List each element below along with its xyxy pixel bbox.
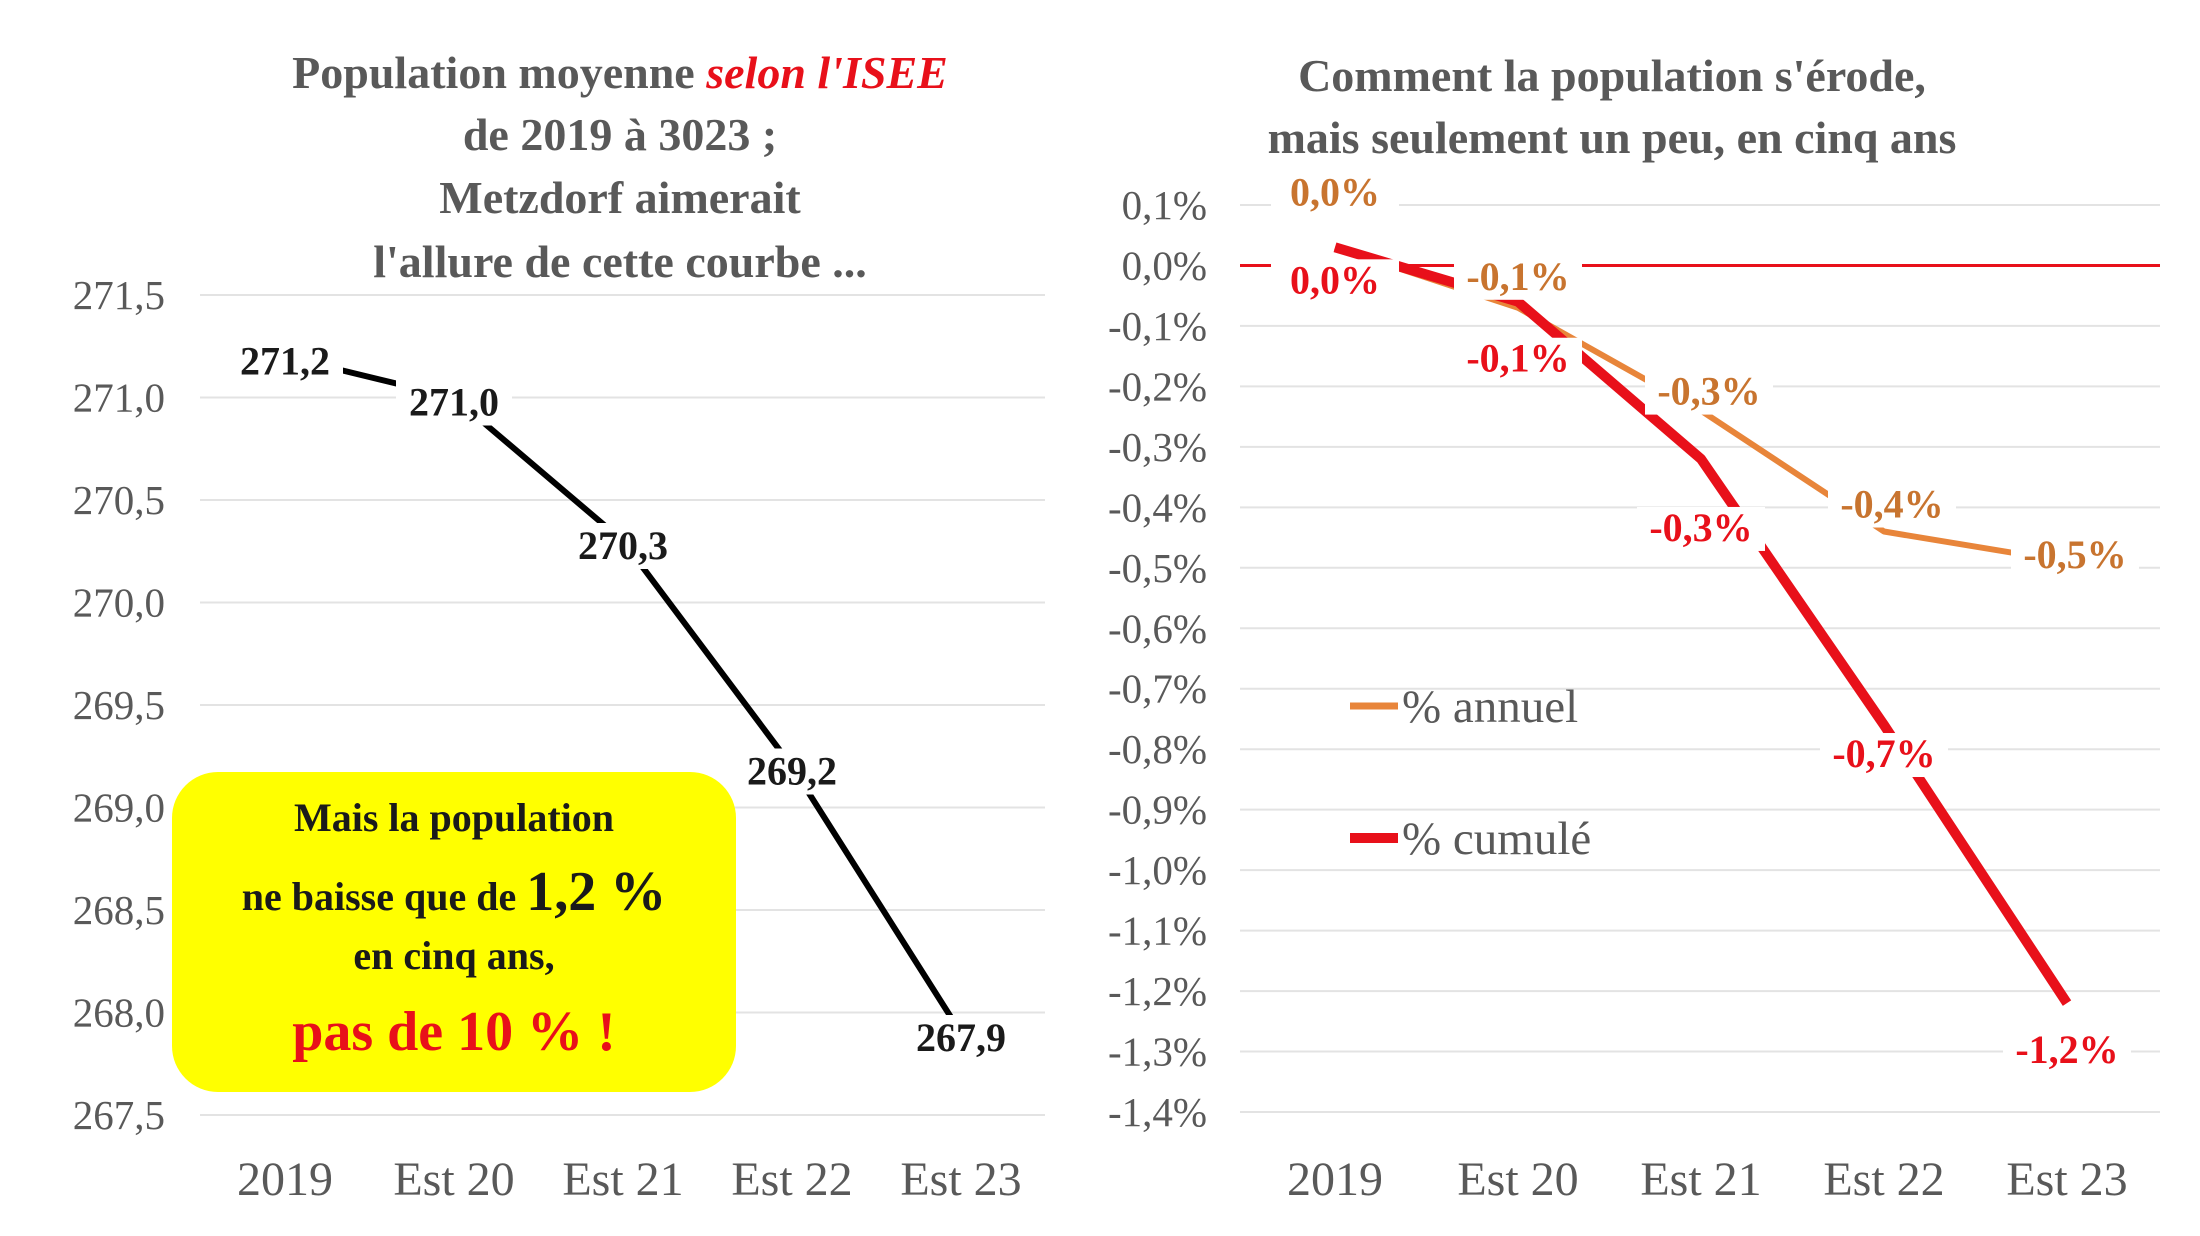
callout-line4: pas de 10 % !: [292, 1001, 616, 1063]
right-title-line1: Comment la population s'érode,: [1298, 50, 1926, 101]
right-data-label-annuel: -0,5%: [2023, 532, 2126, 577]
left-data-label: 271,2: [240, 339, 330, 384]
right-y-tick-label: -0,9%: [1108, 787, 1207, 833]
right-data-label-bg-annuel: [1645, 370, 1773, 415]
left-x-tick-label: Est 22: [731, 1153, 852, 1206]
left-x-tick-label: Est 23: [900, 1153, 1021, 1206]
right-x-tick-label: Est 22: [1823, 1153, 1944, 1206]
callout-line3: en cinq ans,: [353, 933, 555, 978]
left-y-tick-label: 269,5: [73, 682, 165, 728]
right-y-tick-label: -0,1%: [1108, 303, 1207, 349]
right-y-tick-label: 0,0%: [1122, 242, 1207, 288]
right-data-label-bg-annuel: [1271, 171, 1399, 216]
right-y-tick-label: -1,1%: [1108, 908, 1207, 954]
right-data-label-bg-annuel: [2011, 533, 2139, 578]
left-data-label-bg: [565, 523, 681, 569]
left-x-tick-label: Est 20: [393, 1153, 514, 1206]
right-y-tick-label: -0,8%: [1108, 726, 1207, 772]
right-series-line-cumule: [1333, 242, 2072, 1006]
left-y-tick-label: 270,5: [73, 477, 165, 523]
left-y-tick-label: 271,0: [73, 375, 165, 421]
left-data-label: 271,0: [409, 380, 499, 425]
left-y-tick-label: 269,0: [73, 785, 165, 831]
right-chart: 0,1% 0,0% -0,1% -0,2% -0,3% -0,4% -0,5% -0,6% -0…: [1108, 50, 2160, 1206]
right-y-tick-label: -1,4%: [1108, 1089, 1207, 1135]
legend-label-cumule: % cumulé: [1402, 813, 1591, 865]
right-y-tick-label: -0,6%: [1108, 605, 1207, 651]
left-chart: 271,5 271,0 270,5 270,0 269,5 269,0 268,5 268,0…: [73, 47, 1045, 1206]
right-y-tick-label: -0,5%: [1108, 545, 1207, 591]
right-x-tick-label: Est 23: [2006, 1153, 2127, 1206]
callout-line2: ne baisse que de 1,2 %: [172, 860, 736, 924]
legend-label-annuel: % annuel: [1402, 681, 1578, 733]
left-x-tick-label: 2019: [237, 1153, 333, 1206]
right-x-tick-label: Est 20: [1457, 1153, 1578, 1206]
left-title-line4: l'allure de cette courbe ...: [373, 236, 867, 287]
right-data-label-cumule: -0,3%: [1649, 505, 1752, 550]
left-data-label-bg: [734, 748, 850, 795]
right-x-tick-label: Est 21: [1640, 1153, 1761, 1206]
left-data-label: 270,3: [578, 523, 668, 568]
callout-box: Mais la population ne baisse que de 1,2 …: [172, 772, 736, 1092]
right-data-label-annuel: -0,4%: [1840, 482, 1943, 527]
right-y-tick-label: -1,0%: [1108, 847, 1207, 893]
right-data-label-annuel: -0,1%: [1466, 254, 1569, 299]
right-y-tick-label: -0,3%: [1108, 424, 1207, 470]
right-title-line2: mais seulement un peu, en cinq ans: [1268, 112, 1957, 163]
left-data-label: 267,9: [916, 1015, 1006, 1060]
right-data-label-cumule: 0,0%: [1290, 257, 1380, 302]
callout-line2-value: 1,2 %: [526, 861, 667, 923]
right-data-label-cumule: -0,7%: [1832, 731, 1935, 776]
right-data-label-bg-cumule: [1454, 337, 1582, 382]
left-title-line3: Metzdorf aimerait: [439, 172, 801, 223]
right-y-tick-label: -1,2%: [1108, 968, 1207, 1014]
callout-line1: Mais la population: [293, 795, 615, 840]
right-data-label-bg-annuel: [1454, 255, 1582, 300]
left-data-label-bg: [903, 1015, 1019, 1061]
right-y-tick-label: -0,2%: [1108, 363, 1207, 409]
left-data-label: 269,2: [747, 749, 837, 794]
right-data-label-bg-annuel: [1828, 483, 1956, 528]
left-y-tick-label: 268,0: [73, 990, 165, 1036]
right-y-tick-label: -0,7%: [1108, 666, 1207, 712]
right-data-label-annuel: -0,3%: [1657, 369, 1760, 414]
right-y-tick-label: -1,3%: [1108, 1029, 1207, 1075]
right-data-label-bg-cumule: [1271, 259, 1399, 304]
right-y-tick-label: -0,4%: [1108, 484, 1207, 530]
left-y-tick-label: 268,5: [73, 887, 165, 933]
left-y-tick-label: 270,0: [73, 580, 165, 626]
right-x-tick-label: 2019: [1287, 1153, 1383, 1206]
right-data-label-cumule: -1,2%: [2015, 1027, 2118, 1072]
left-title-line2: de 2019 à 3023 ;: [463, 109, 777, 160]
right-data-label-annuel: 0,0%: [1290, 169, 1380, 214]
left-y-tick-label: 267,5: [73, 1092, 165, 1138]
left-y-tick-label: 271,5: [73, 272, 165, 318]
right-data-label-bg-cumule: [1820, 733, 1948, 778]
right-data-label-bg-cumule: [2003, 1029, 2131, 1074]
left-title-line1: Population moyenne selon l'ISEE: [292, 47, 948, 98]
left-data-label-bg: [396, 379, 512, 426]
right-data-label-cumule: -0,1%: [1466, 336, 1569, 381]
right-data-label-bg-cumule: [1637, 506, 1765, 551]
left-x-tick-label: Est 21: [562, 1153, 683, 1206]
callout-line2-text: ne baisse que de: [241, 874, 527, 919]
left-data-label-bg: [227, 338, 343, 385]
right-y-tick-label: 0,1%: [1122, 182, 1207, 228]
